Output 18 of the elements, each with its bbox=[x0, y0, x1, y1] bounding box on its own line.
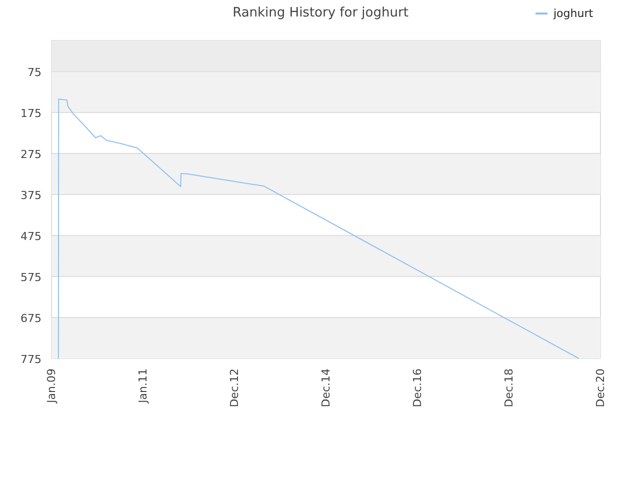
y-tick-label: 575 bbox=[20, 270, 42, 284]
x-tick-label: Jan.11 bbox=[136, 368, 150, 404]
x-tick-label: Dec.12 bbox=[228, 368, 241, 408]
y-tick-label: 475 bbox=[20, 230, 42, 243]
line-series bbox=[58, 98, 580, 358]
x-tick-label: Dec.18 bbox=[502, 368, 516, 408]
chart-title: Ranking History for joghurt bbox=[232, 6, 408, 20]
x-tick-label: Jan.09 bbox=[45, 368, 58, 404]
y-tick-label: 775 bbox=[20, 353, 42, 366]
x-tick-label: Dec.14 bbox=[319, 368, 332, 408]
y-tick-label: 375 bbox=[20, 188, 42, 202]
x-tick-label: Dec.16 bbox=[410, 368, 424, 408]
y-tick-label: 275 bbox=[20, 148, 42, 161]
y-tick-label: 175 bbox=[20, 106, 42, 120]
y-tick-label: 675 bbox=[20, 312, 42, 325]
x-tick-label: Dec.20 bbox=[594, 368, 607, 408]
y-tick-label: 75 bbox=[28, 66, 42, 79]
legend-label: joghurt bbox=[552, 7, 594, 20]
